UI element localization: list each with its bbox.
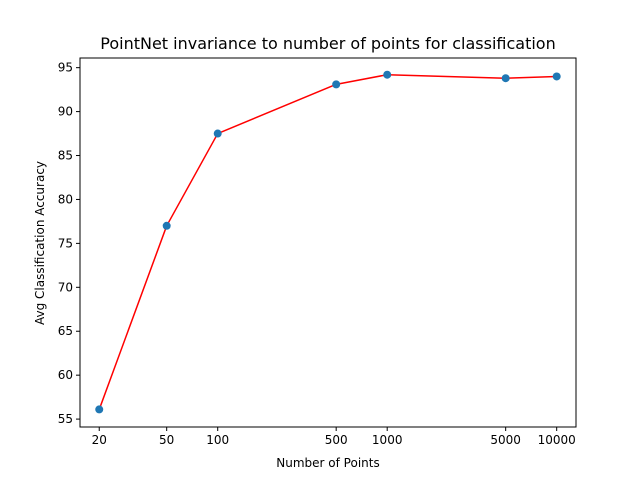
x-tick-label: 50 <box>159 433 174 447</box>
data-point <box>162 221 171 230</box>
y-tick-label: 70 <box>58 280 73 294</box>
data-point <box>332 80 341 89</box>
y-tick-label: 80 <box>58 192 73 206</box>
data-point <box>95 405 104 414</box>
x-axis-label: Number of Points <box>276 456 379 470</box>
x-tick-label: 500 <box>325 433 348 447</box>
data-point <box>213 129 222 138</box>
y-tick-label: 85 <box>58 149 73 163</box>
y-tick-label: 90 <box>58 105 73 119</box>
data-point <box>501 74 510 83</box>
x-tick-label: 20 <box>92 433 107 447</box>
y-axis-label: Avg Classification Accuracy <box>33 161 47 325</box>
data-point <box>552 72 561 81</box>
plot-area: 20 50 100 500 1000 5000 10000 55 60 65 70 75 80 85 90 9… <box>58 57 577 447</box>
axes-frame <box>79 57 577 428</box>
x-tick-label: 100 <box>206 433 229 447</box>
y-tick-label: 65 <box>58 324 73 338</box>
chart-title: PointNet invariance to number of points … <box>100 34 555 53</box>
y-tick-label: 55 <box>58 412 73 426</box>
data-point <box>383 70 392 79</box>
x-tick-label: 10000 <box>538 433 576 447</box>
y-tick-label: 60 <box>58 368 73 382</box>
x-tick-label: 5000 <box>490 433 521 447</box>
x-tick-label: 1000 <box>372 433 403 447</box>
y-tick-label: 75 <box>58 236 73 250</box>
y-tick-label: 95 <box>58 61 73 75</box>
